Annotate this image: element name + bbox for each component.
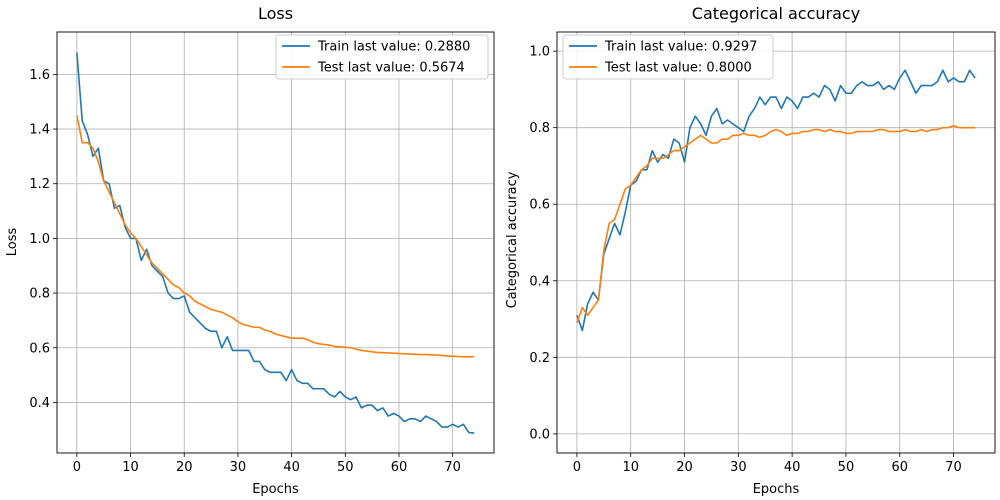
accuracy-series-train-line xyxy=(576,69,976,332)
accuracy-ytick-label: 0.2 xyxy=(529,351,550,366)
loss-ytick-label: 0.8 xyxy=(29,287,50,302)
accuracy-legend-box xyxy=(562,34,774,80)
loss-chart-title: Loss xyxy=(258,4,293,23)
accuracy-xtick-label: 40 xyxy=(784,460,801,475)
loss-ytick-label: 0.6 xyxy=(29,341,50,356)
loss-xtick-label: 70 xyxy=(444,460,461,475)
accuracy-xtick-label: 70 xyxy=(945,460,962,475)
accuracy-series-test-line xyxy=(576,124,976,324)
loss-series-train-line xyxy=(76,52,475,434)
loss-ytick-label: 1.2 xyxy=(29,177,50,192)
accuracy-xtick-label: 20 xyxy=(676,460,693,475)
loss-ytick-label: 1.6 xyxy=(29,68,50,83)
accuracy-legend-label-train: Train last value: 0.9297 xyxy=(604,40,757,55)
accuracy-legend: Train last value: 0.9297 Test last value:… xyxy=(562,34,774,80)
loss-axes-frame xyxy=(56,31,495,454)
accuracy-chart-ylabel: Categorical accuracy xyxy=(505,171,520,308)
accuracy-chart-title: Categorical accuracy xyxy=(692,4,860,23)
loss-legend-label-train: Train last value: 0.2880 xyxy=(317,40,470,55)
accuracy-chart-panel: Categorical accuracy Epochs Categorical … xyxy=(505,4,996,497)
loss-legend-label-test: Test last value: 0.5674 xyxy=(317,61,465,76)
loss-legend: Train last value: 0.2880 Test last value:… xyxy=(275,34,489,80)
loss-chart-panel: Loss Epochs Loss 0 10 20 30 40 50 60 70 0.4 0.6 0.… xyxy=(5,4,495,497)
loss-series-test-line xyxy=(76,115,475,358)
loss-ytick-label: 1.0 xyxy=(29,232,50,247)
accuracy-axes-frame xyxy=(556,31,996,454)
loss-legend-box xyxy=(275,34,489,80)
loss-xtick-label: 0 xyxy=(73,460,81,475)
loss-xtick-label: 30 xyxy=(230,460,247,475)
accuracy-xtick-label: 0 xyxy=(573,460,581,475)
loss-chart-ylabel: Loss xyxy=(5,228,20,257)
loss-ytick-label: 1.4 xyxy=(29,123,50,138)
accuracy-xtick-label: 30 xyxy=(730,460,747,475)
accuracy-ytick-label: 0.4 xyxy=(529,274,550,289)
accuracy-xtick-label: 60 xyxy=(891,460,908,475)
loss-ytick-label: 0.4 xyxy=(29,396,50,411)
accuracy-ytick-label: 0.6 xyxy=(529,198,550,213)
accuracy-ytick-label: 0.0 xyxy=(529,427,550,442)
accuracy-chart-xlabel: Epochs xyxy=(753,482,800,497)
accuracy-xtick-label: 10 xyxy=(622,460,639,475)
loss-chart-xlabel: Epochs xyxy=(252,482,299,497)
loss-xtick-label: 20 xyxy=(176,460,193,475)
accuracy-legend-label-test: Test last value: 0.8000 xyxy=(604,61,752,76)
loss-xtick-label: 60 xyxy=(391,460,408,475)
loss-xtick-label: 10 xyxy=(122,460,139,475)
accuracy-ytick-label: 1.0 xyxy=(529,45,550,60)
accuracy-xtick-label: 50 xyxy=(838,460,855,475)
accuracy-ytick-label: 0.8 xyxy=(529,121,550,136)
loss-xtick-label: 50 xyxy=(337,460,354,475)
loss-xtick-label: 40 xyxy=(283,460,300,475)
